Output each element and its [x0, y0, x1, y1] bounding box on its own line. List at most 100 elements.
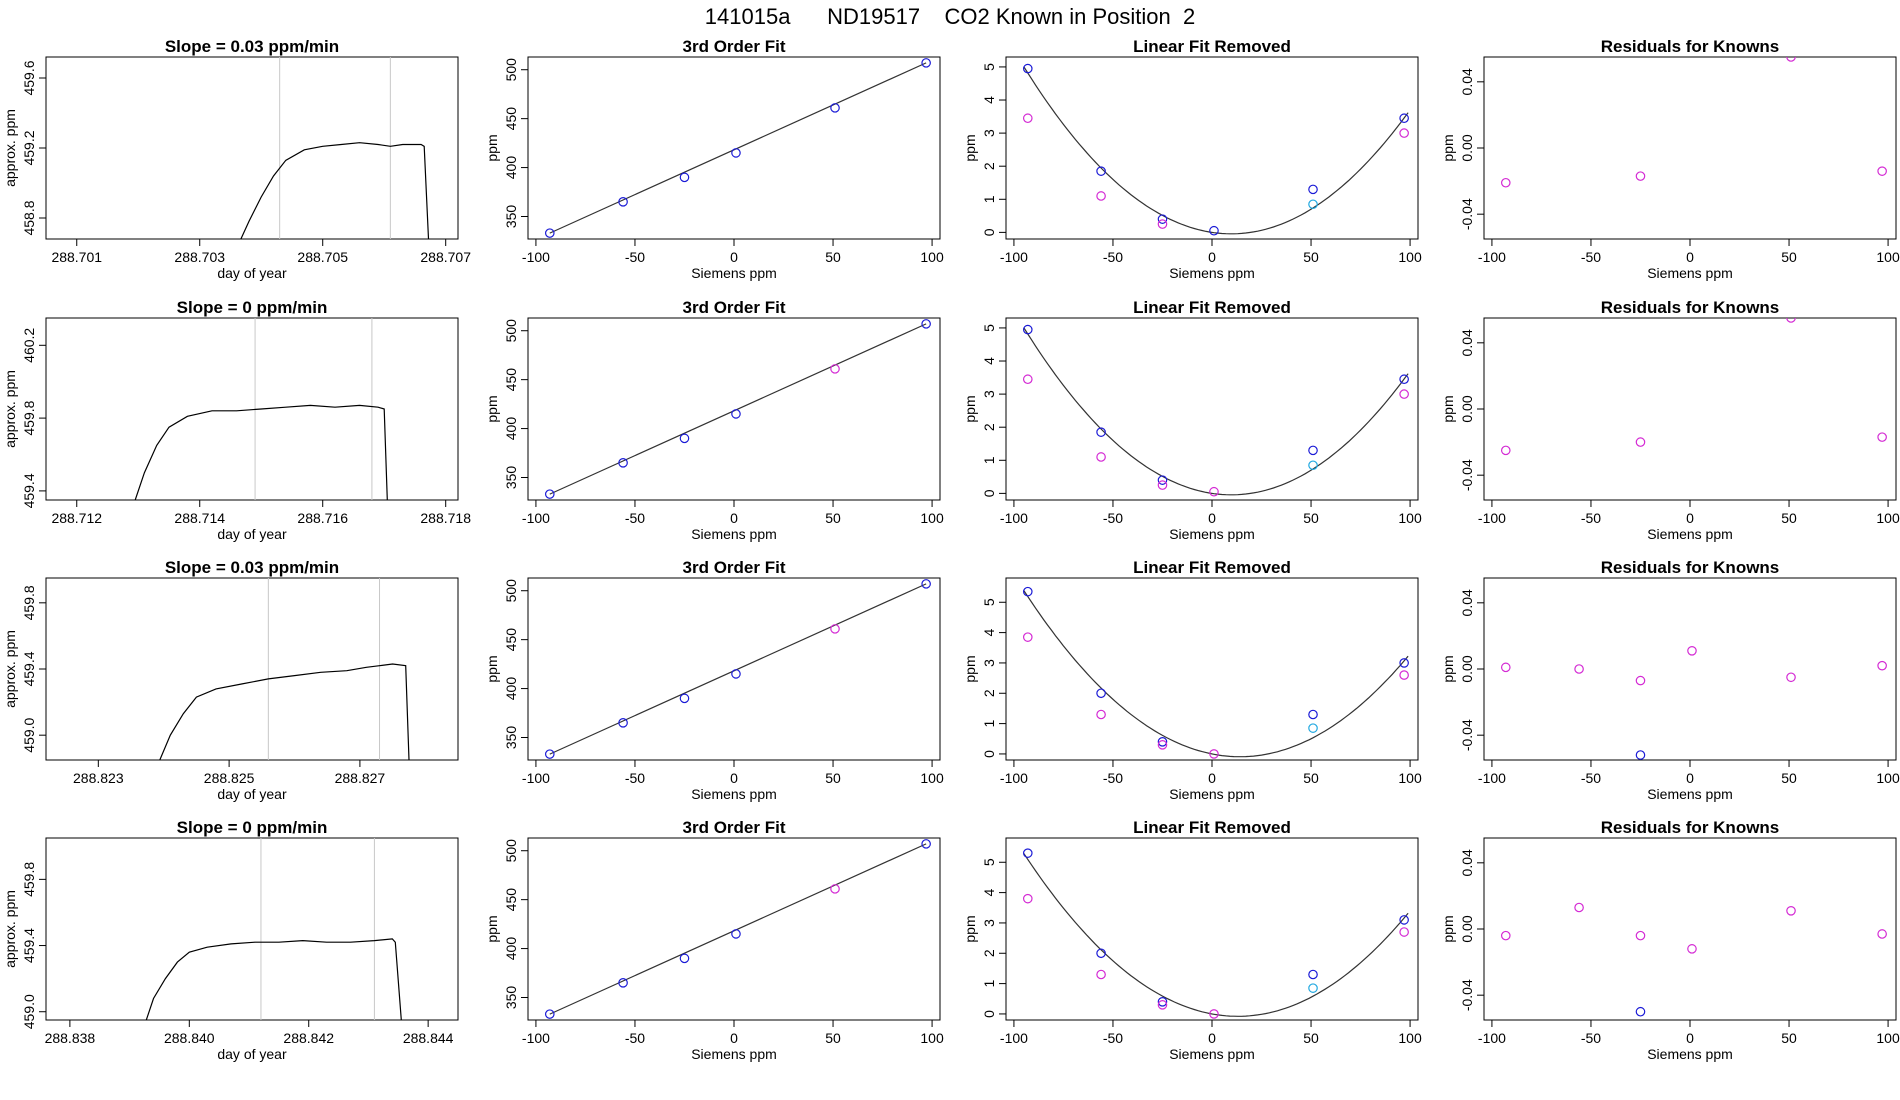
x-tick-label: 288.842	[283, 1030, 334, 1046]
y-tick-label: 1	[981, 456, 997, 464]
x-axis-label: Siemens ppm	[1647, 265, 1733, 281]
plot-frame	[1483, 317, 1897, 501]
chart-title: Linear Fit Removed	[1133, 298, 1291, 317]
y-tick-label: 3	[981, 659, 997, 667]
data-point	[921, 319, 931, 329]
data-point	[1399, 670, 1409, 680]
chart-panel-2-4: Residuals for Knowns -100 -50 0 50 100 -0.04 0.…	[1440, 298, 1900, 542]
data-point	[921, 58, 931, 68]
data-point	[1500, 930, 1511, 941]
x-tick-label: 288.703	[174, 249, 225, 265]
data-point	[1022, 586, 1033, 597]
fit-line	[549, 583, 927, 755]
concentration-trace	[134, 404, 388, 500]
data-point	[1157, 740, 1168, 750]
data-point	[731, 409, 741, 419]
data-point	[1877, 432, 1887, 442]
data-point	[1096, 427, 1106, 437]
x-tick-label: 100	[1876, 1030, 1900, 1046]
data-point	[618, 718, 628, 728]
plot-frame	[1005, 577, 1419, 761]
y-axis-label: approx. ppm	[2, 630, 18, 708]
data-point	[921, 579, 931, 589]
x-tick-label: 288.716	[297, 510, 348, 526]
y-tick-label: 400	[503, 677, 519, 701]
plot-area	[544, 839, 931, 1019]
data-point	[1635, 1006, 1646, 1017]
y-axis-label: approx. ppm	[2, 890, 18, 968]
y-tick-label: 450	[503, 628, 519, 652]
x-tick-label: -100	[1000, 249, 1028, 265]
x-tick-label: 0	[1208, 249, 1216, 265]
data-point	[1399, 374, 1409, 385]
y-tick-label: 450	[503, 107, 519, 131]
x-tick-label: 288.823	[73, 770, 124, 786]
plot-area	[1500, 902, 1887, 1017]
x-tick-label: 288.707	[420, 249, 471, 265]
x-axis-label: Siemens ppm	[1169, 265, 1255, 281]
x-axis-label: day of year	[217, 265, 287, 281]
plot-area	[134, 318, 388, 500]
data-point	[1399, 113, 1409, 124]
x-tick-label: -50	[625, 770, 645, 786]
data-point	[1687, 944, 1697, 954]
data-point	[1687, 645, 1697, 656]
x-tick-label: 288.844	[403, 1030, 454, 1046]
y-tick-label: 5	[981, 324, 997, 332]
data-point	[1209, 1009, 1219, 1019]
chart-title: Linear Fit Removed	[1133, 37, 1291, 56]
plot-frame	[1005, 837, 1419, 1021]
x-axis-label: Siemens ppm	[1647, 526, 1733, 542]
chart-title: Residuals for Knowns	[1601, 818, 1780, 837]
y-tick-label: -0.04	[1459, 198, 1475, 230]
chart-panel-2-1: Slope = 0 ppm/min 288.712 288.714 288.716 28…	[2, 298, 471, 542]
data-point	[1157, 996, 1168, 1007]
y-tick-label: 3	[981, 919, 997, 927]
concentration-trace	[145, 938, 402, 1020]
x-tick-label: 50	[1303, 1030, 1319, 1046]
chart-title: Slope = 0.03 ppm/min	[165, 37, 339, 56]
data-point	[679, 693, 690, 704]
chart-title: Slope = 0 ppm/min	[177, 298, 328, 317]
x-tick-label: 288.712	[51, 510, 102, 526]
y-tick-label: 1	[981, 195, 997, 203]
x-axis-label: Siemens ppm	[691, 1046, 777, 1062]
x-tick-label: 288.701	[51, 249, 102, 265]
concentration-trace	[159, 663, 410, 760]
x-tick-label: -50	[1581, 1030, 1601, 1046]
fit-line	[549, 62, 927, 234]
chart-panel-3-3: Linear Fit Removed -100 -50 0 50 100 0 1 2 3 4 5 Sie…	[962, 558, 1422, 802]
data-point	[1096, 688, 1106, 699]
data-point	[1096, 969, 1106, 980]
data-point	[830, 884, 840, 894]
data-point	[830, 624, 840, 634]
data-point	[1399, 128, 1409, 138]
data-point	[618, 458, 628, 468]
x-tick-label: -100	[1000, 770, 1028, 786]
x-tick-label: -50	[1581, 249, 1601, 265]
data-point	[921, 839, 931, 849]
x-tick-label: 288.714	[174, 510, 225, 526]
data-point	[1022, 113, 1033, 124]
chart-title: Slope = 0 ppm/min	[177, 818, 328, 837]
chart-title: 3rd Order Fit	[683, 818, 786, 837]
data-point	[1157, 475, 1168, 485]
x-tick-label: -100	[522, 1030, 550, 1046]
data-point	[1635, 675, 1646, 686]
y-tick-label: 0	[981, 489, 997, 497]
x-tick-label: 0	[1208, 510, 1216, 526]
y-tick-label: 0.04	[1459, 589, 1475, 616]
x-tick-label: 50	[1781, 249, 1797, 265]
plot-area	[1022, 63, 1409, 236]
plot-frame	[1483, 837, 1897, 1021]
data-point	[731, 669, 741, 679]
data-point	[1500, 177, 1511, 188]
y-tick-label: 5	[981, 598, 997, 606]
y-tick-label: -0.04	[1459, 979, 1475, 1011]
y-tick-label: 3	[981, 129, 997, 137]
data-point	[1786, 905, 1796, 916]
page-title: 141015a ND19517 CO2 Known in Position 2	[704, 4, 1196, 29]
y-axis-label: ppm	[962, 134, 978, 161]
y-tick-label: 1	[981, 979, 997, 987]
